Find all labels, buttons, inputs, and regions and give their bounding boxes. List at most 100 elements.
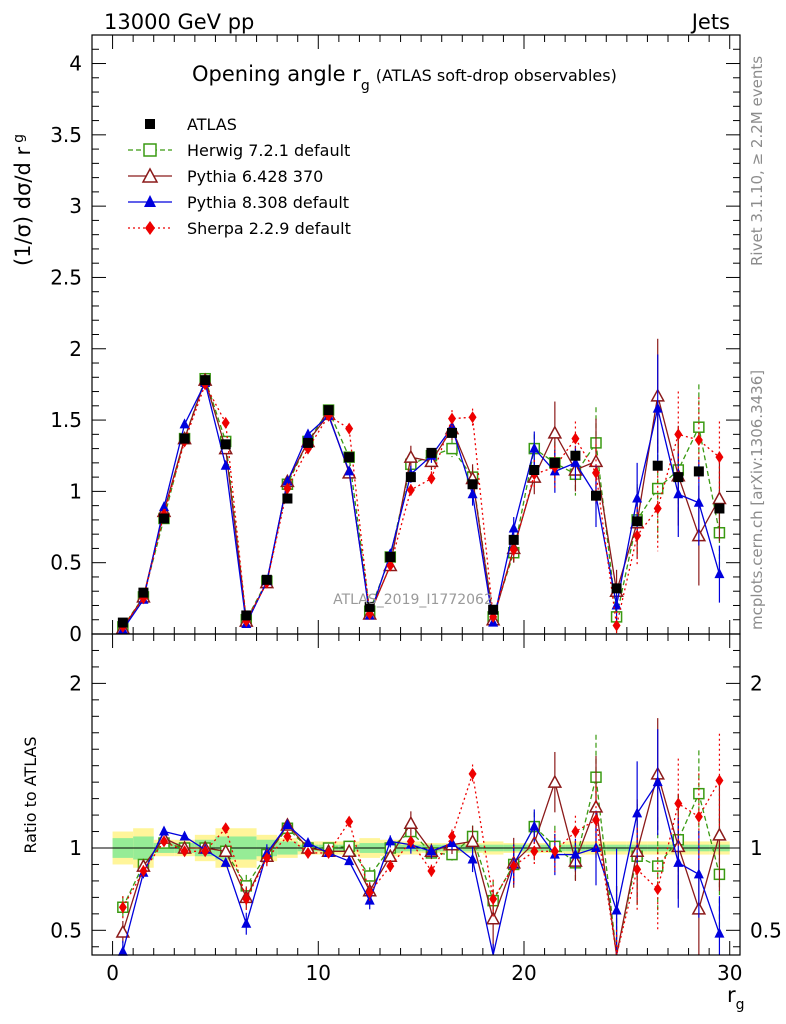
atlas-data-point: [591, 490, 601, 501]
atlas-data-point: [344, 452, 355, 463]
pythia-6-428-370-ratio-point: [712, 827, 727, 841]
pythia-6-428-370-ratio-point: [547, 774, 563, 788]
y-tick-label: 1: [69, 479, 82, 503]
ratio-frame: [91, 633, 741, 956]
pythia-8-308-default-point: [303, 428, 313, 439]
legend-marker: [145, 221, 155, 235]
sherpa-2-2-9-default-ratio-point: [571, 825, 580, 838]
atlas-data-point: [714, 503, 725, 514]
pythia-8-308-default-point: [159, 501, 169, 512]
y-tick-label: 2: [69, 337, 82, 361]
pythia-6-428-370-ratio-point: [218, 843, 233, 858]
atlas-data-point: [426, 447, 437, 458]
chart-title-sub: g: [361, 78, 370, 94]
pythia-8-308-default-point: [673, 488, 684, 499]
pythia-8-308-default-ratio-point: [220, 856, 231, 867]
sherpa-2-2-9-default-point: [674, 428, 683, 441]
sherpa-2-2-9-default-ratio-point: [345, 815, 354, 828]
atlas-data-point: [488, 604, 499, 615]
ratio-y-tick-label-right: 2: [750, 671, 763, 695]
x-axis-label-main: r: [727, 983, 736, 1007]
atlas-data-point: [611, 583, 622, 594]
atlas-data-point: [241, 610, 252, 621]
sherpa-2-2-9-default-ratio-point: [324, 846, 333, 859]
sherpa-2-2-9-default-ratio-point: [180, 845, 189, 858]
chart-title-suffix: (ATLAS soft-drop observables): [376, 66, 617, 85]
pythia-8-308-default-point: [570, 456, 581, 467]
atlas-data-point: [179, 433, 190, 444]
sherpa-2-2-9-default-ratio-point: [365, 886, 374, 899]
pythia-8-308-default-ratio-point: [570, 848, 581, 859]
y-tick-label: 3.5: [50, 123, 82, 147]
sherpa-2-2-9-default-point: [612, 619, 621, 632]
sherpa-2-2-9-default-ratio-point: [201, 845, 210, 858]
sherpa-2-2-9-default-ratio-point: [283, 830, 292, 843]
y-tick-label: 4: [69, 52, 82, 76]
pythia-8-308-default-ratio-point: [467, 853, 478, 864]
main-axes: 0 0.5 1 1.5 2 2.5 3 3.5 4: [50, 34, 741, 646]
main-plot-marks: [115, 338, 727, 635]
pythia-8-308-default-ratio-point: [652, 776, 663, 787]
sherpa-2-2-9-default-point: [427, 472, 436, 485]
sherpa-2-2-9-default-ratio-point: [633, 863, 642, 876]
sherpa-2-2-9-default-point: [468, 411, 477, 424]
atlas-data-point: [405, 472, 416, 483]
pythia-8-308-default-ratio-point: [632, 807, 643, 818]
chart-title-main: Opening angle r: [192, 62, 361, 86]
pythia-8-308-default-ratio-point: [179, 830, 190, 841]
legend-label: Herwig 7.2.1 default: [187, 141, 350, 160]
sherpa-2-2-9-default-ratio-point: [118, 901, 127, 914]
herwig-7-2-1-default-ratio-point: [363, 870, 376, 882]
herwig-7-2-1-default-point: [693, 421, 705, 433]
herwig-7-2-1-default-ratio-line: [122, 777, 721, 956]
ratio-axes: 0 10 20 30 0.5 0.5 1 1 2 2: [50, 633, 782, 985]
x-tick-label: 10: [306, 961, 331, 985]
x-tick-label: 0: [106, 961, 119, 985]
sherpa-2-2-9-default-ratio-point: [221, 822, 230, 835]
legend: ATLAS Herwig 7.2.1 default Pythia 6.428 37…: [128, 115, 351, 238]
atlas-data-point: [447, 427, 457, 438]
sherpa-2-2-9-default-ratio-line: [122, 773, 720, 956]
legend-marker: [143, 143, 157, 157]
pythia-8-308-default-ratio-point: [673, 856, 684, 867]
atlas-data-point: [632, 516, 643, 527]
sherpa-2-2-9-default-ratio-point: [386, 860, 395, 873]
legend-label: Pythia 8.308 default: [187, 193, 349, 212]
pythia-8-308-default-ratio-point: [303, 837, 313, 848]
ratio-y-tick-label: 1: [69, 836, 82, 860]
ratio-y-tick-label-right: 0.5: [750, 918, 782, 942]
header-right: Jets: [690, 10, 730, 34]
herwig-7-2-1-default-point: [446, 442, 458, 455]
y-tick-label: 1.5: [50, 408, 82, 432]
pythia-8-308-default-point: [632, 492, 643, 503]
pythia-8-308-default-ratio-point: [159, 825, 169, 836]
atlas-data-point: [323, 405, 334, 416]
y-axis-label-main: (1/σ) dσ/d r: [11, 147, 35, 267]
atlas-data-point: [549, 457, 560, 468]
pythia-8-308-default-point: [508, 522, 519, 533]
ratio-y-axis-label: Ratio to ATLAS: [21, 736, 40, 853]
pythia-6-428-370-ratio-point: [485, 911, 501, 925]
header-left: 13000 GeV pp: [104, 10, 254, 34]
sherpa-2-2-9-default-point: [571, 432, 580, 445]
analysis-watermark: ATLAS_2019_I1772062: [333, 592, 493, 608]
y-tick-label: 0.5: [50, 551, 82, 575]
sherpa-2-2-9-default-ratio-point: [489, 893, 498, 906]
ratio-y-tick-label: 0.5: [50, 918, 82, 942]
sherpa-2-2-9-default-ratio-point: [530, 845, 539, 858]
herwig-7-2-1-default-line: [122, 376, 721, 628]
sherpa-2-2-9-default-point: [509, 543, 518, 556]
pythia-8-308-default-ratio-point: [117, 945, 128, 956]
atlas-data-point: [467, 479, 478, 490]
pythia-8-308-default-point: [693, 496, 704, 507]
atlas-data-point: [673, 472, 684, 483]
chart-title: Opening angle rg (ATLAS soft-drop observa…: [192, 62, 617, 94]
ratio-y-tick-label-right: 1: [750, 836, 763, 860]
atlas-data-point: [693, 466, 704, 477]
atlas-data-point: [364, 601, 375, 612]
pythia-6-428-370-point: [547, 425, 563, 439]
y-tick-label: 2.5: [50, 265, 82, 289]
sherpa-2-2-9-default-ratio-point: [160, 835, 168, 848]
sherpa-2-2-9-default-ratio-point: [715, 774, 724, 787]
